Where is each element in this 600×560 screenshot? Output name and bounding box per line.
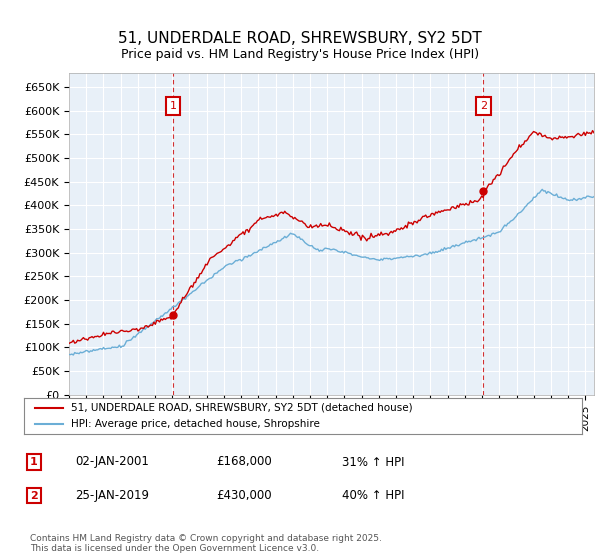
Text: 51, UNDERDALE ROAD, SHREWSBURY, SY2 5DT: 51, UNDERDALE ROAD, SHREWSBURY, SY2 5DT: [118, 31, 482, 46]
Text: 51, UNDERDALE ROAD, SHREWSBURY, SY2 5DT (detached house): 51, UNDERDALE ROAD, SHREWSBURY, SY2 5DT …: [71, 403, 413, 413]
Text: Contains HM Land Registry data © Crown copyright and database right 2025.
This d: Contains HM Land Registry data © Crown c…: [30, 534, 382, 553]
Text: 31% ↑ HPI: 31% ↑ HPI: [342, 455, 404, 469]
Text: 1: 1: [30, 457, 38, 467]
Text: 40% ↑ HPI: 40% ↑ HPI: [342, 489, 404, 502]
Text: 2: 2: [30, 491, 38, 501]
Text: £430,000: £430,000: [216, 489, 272, 502]
Text: 1: 1: [169, 101, 176, 111]
Text: 02-JAN-2001: 02-JAN-2001: [75, 455, 149, 469]
Text: 25-JAN-2019: 25-JAN-2019: [75, 489, 149, 502]
Text: 2: 2: [480, 101, 487, 111]
Text: £168,000: £168,000: [216, 455, 272, 469]
Text: HPI: Average price, detached house, Shropshire: HPI: Average price, detached house, Shro…: [71, 419, 320, 429]
Text: Price paid vs. HM Land Registry's House Price Index (HPI): Price paid vs. HM Land Registry's House …: [121, 48, 479, 60]
